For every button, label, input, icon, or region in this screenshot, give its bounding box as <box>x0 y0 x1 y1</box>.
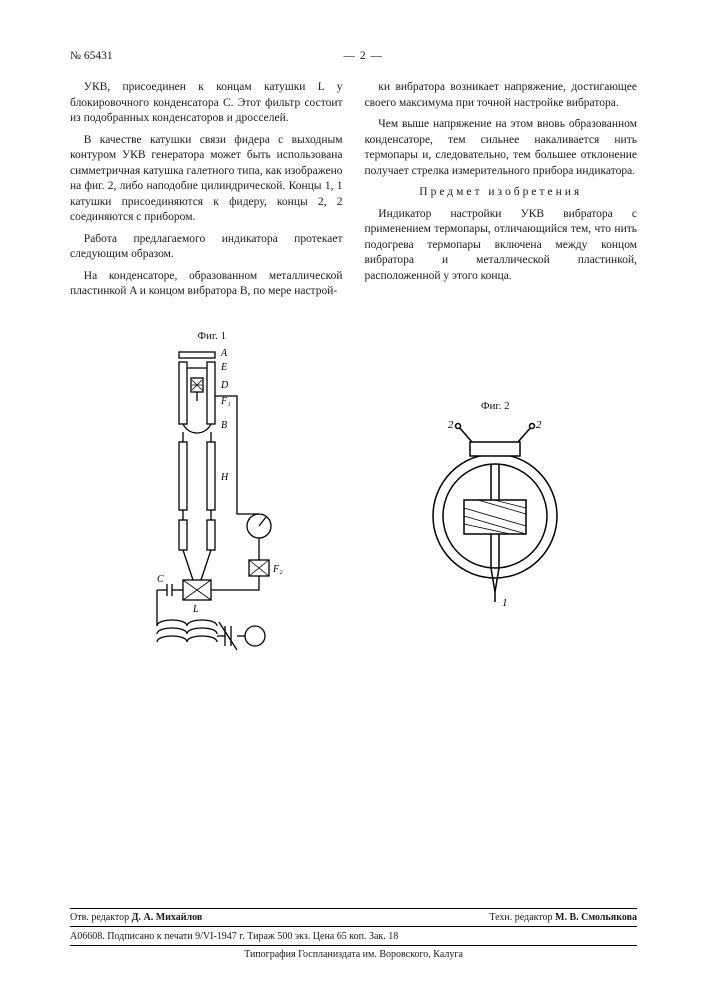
fig1-label-H: H <box>220 472 229 483</box>
page-marker: — 2 — <box>344 50 384 62</box>
para: На конденсаторе, образованном металличес… <box>70 269 343 300</box>
left-column: УКВ, присоединен к концам катушки L у бл… <box>70 80 343 306</box>
para: Работа предлагаемого индикатора протекае… <box>70 232 343 263</box>
text-columns: УКВ, присоединен к концам катушки L у бл… <box>70 80 637 306</box>
fig1-label-C: C <box>157 574 164 585</box>
para: Индикатор настройки УКВ вибратора с прим… <box>365 207 638 285</box>
right-column: ки вибратора возникает напряжение, дости… <box>365 80 638 306</box>
fig2-label-1: 1 <box>502 597 508 609</box>
figure-2-svg: 2 2 1 <box>400 416 590 616</box>
resp-editor-label: Отв. редактор <box>70 912 129 923</box>
para: Чем выше напряжение на этом вновь образо… <box>365 117 638 179</box>
footer-editors: Отв. редактор Д. А. Михайлов Техн. редак… <box>70 908 637 927</box>
footer-typography: Типография Госпланиздата им. Воровского,… <box>70 949 637 960</box>
doc-number: № 65431 <box>70 50 113 62</box>
footer: Отв. редактор Д. А. Михайлов Техн. редак… <box>70 908 637 960</box>
figures-row: Фиг. 1 <box>70 330 637 671</box>
para: УКВ, присоединен к концам катушки L у бл… <box>70 80 343 127</box>
fig1-label-E: E <box>220 362 227 373</box>
fig2-label-2r: 2 <box>536 419 542 431</box>
para: ки вибратора возникает напряжение, дости… <box>365 80 638 111</box>
tech-editor: Техн. редактор М. В. Смольякова <box>489 912 637 923</box>
page-header: № 65431 — 2 — <box>70 50 637 62</box>
resp-editor-name: Д. А. Михайлов <box>132 912 203 923</box>
tech-editor-label: Техн. редактор <box>489 912 552 923</box>
figure-1-label: Фиг. 1 <box>117 330 307 342</box>
figure-2: Фиг. 2 <box>400 400 590 621</box>
fig1-label-B: B <box>221 420 227 431</box>
tech-editor-name: М. В. Смольякова <box>555 912 637 923</box>
footer-imprint: А06608. Подписано к печати 9/VI-1947 г. … <box>70 931 637 946</box>
figure-2-label: Фиг. 2 <box>400 400 590 412</box>
fig1-label-D: D <box>220 380 229 391</box>
fig1-label-L: L <box>192 604 199 615</box>
fig1-label-F1: F₁ <box>220 396 231 407</box>
header-spacer <box>614 50 637 62</box>
resp-editor: Отв. редактор Д. А. Михайлов <box>70 912 202 923</box>
figure-1: Фиг. 1 <box>117 330 307 671</box>
subject-heading: Предмет изобретения <box>365 185 638 201</box>
fig1-label-F2: F₂ <box>272 564 283 575</box>
para: В качестве катушки связи фидера с выходн… <box>70 133 343 226</box>
fig2-label-2l: 2 <box>448 419 454 431</box>
page: № 65431 — 2 — УКВ, присоединен к концам … <box>0 0 707 1000</box>
fig1-label-A: A <box>220 348 228 359</box>
figure-1-svg: A E D F₁ B H F₂ C L <box>117 346 307 666</box>
